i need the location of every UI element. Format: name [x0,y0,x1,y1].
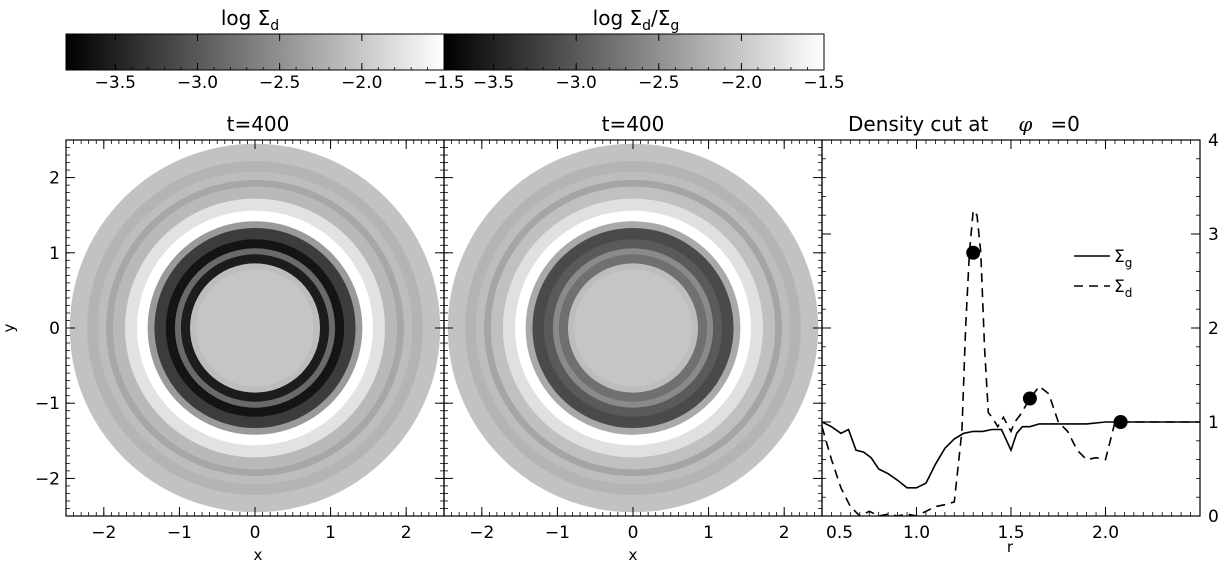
x-tick-label: −1 [545,523,570,543]
density-ring [196,269,314,387]
y-tick-label: 4 [1208,131,1219,151]
colorbar-2-gradient [443,33,825,71]
panel-3-ticks: 0.5 1.0 1.5 2.0 0 1 2 3 4 [821,131,1219,543]
x-tick-label: 1.0 [903,523,930,543]
y-tick-label: 1 [1208,413,1219,433]
panel-dust-density: t=400 −2 −1 0 1 2 −2 −1 0 1 2 x y [0,112,445,564]
panel-3-title: Density cut at φ =0 [848,112,1080,136]
colorbar-2-ticks: −3.5 −3.0 −2.5 −2.0 −1.5 [443,34,845,93]
colorbar-tick-label: −2.5 [638,73,679,93]
colorbar-tick-label: −2.0 [721,73,762,93]
y-tick-label: 2 [49,169,60,189]
panel-1-title: t=400 [227,112,290,136]
legend-gas-label: Σg [1114,247,1132,270]
panel-1-xlabel: x [254,546,263,564]
x-tick-label: 0 [628,523,639,543]
colorbar-1-gradient [65,33,445,71]
x-tick-label: 1 [703,523,714,543]
marker-dot [1022,391,1037,406]
colorbar-2-title: log Σd/Σg [593,6,680,34]
y-tick-label: −2 [35,469,60,489]
x-tick-label: 0.5 [826,523,853,543]
y-tick-label: 0 [49,319,60,339]
colorbar-tick-label: −1.5 [803,73,844,93]
panel-density-cut: Density cut at φ =0 0.5 1.0 1.5 2.0 0 1 2 3 4 r Σg… [821,112,1219,556]
legend-dust-label: Σd [1114,277,1132,300]
panel-2-ticks: −2 −1 0 1 2 [444,140,822,543]
panel-2-title: t=400 [602,112,665,136]
x-tick-label: −2 [91,523,116,543]
colorbar-dust-gas-ratio: log Σd/Σg −3.5 −3.0 −2.5 −2.0 −1.5 [443,6,845,93]
series-gas-line [822,421,1200,489]
y-tick-label: 0 [1208,507,1219,527]
series-dust-line [822,208,1200,516]
y-tick-label: 3 [1208,225,1219,245]
x-tick-label: 2 [401,523,412,543]
legend: Σg Σd [1074,247,1132,300]
y-tick-label: −1 [35,394,60,414]
x-tick-label: 2 [779,523,790,543]
panel-1-ticks: −2 −1 0 1 2 −2 −1 0 1 2 [35,140,444,543]
x-tick-label: 2.0 [1092,523,1119,543]
x-tick-label: −2 [469,523,494,543]
panel-dust-gas-ratio: t=400 −2 −1 0 1 2 x [443,112,823,564]
x-tick-label: 1.5 [997,523,1024,543]
x-tick-label: 0 [250,523,261,543]
colorbar-tick-label: −2.0 [341,73,382,93]
panel-3-frame [821,139,1201,517]
x-tick-label: 1 [325,523,336,543]
colorbar-1-ticks: −3.5 −3.0 −2.5 −2.0 −1.5 [65,34,465,93]
x-tick-label: −1 [167,523,192,543]
colorbar-dust-density: log Σd −3.5 −3.0 −2.5 −2.0 −1.5 [65,6,465,93]
panel-2-xlabel: x [629,546,638,564]
colorbar-tick-label: −2.5 [259,73,300,93]
markers [966,245,1128,429]
colorbar-tick-label: −3.0 [177,73,218,93]
marker-dot [1113,415,1128,429]
colorbar-tick-label: −3.0 [556,73,597,93]
colorbar-1-title: log Σd [221,6,279,34]
density-ring [574,269,692,387]
panel-3-xlabel: r [1007,538,1014,556]
panel-1-ylabel: y [0,323,18,332]
y-tick-label: 2 [1208,319,1219,339]
marker-dot [966,245,981,260]
panel-2-rings [447,143,819,513]
y-tick-label: 1 [49,244,60,264]
colorbar-tick-label: −1.5 [423,73,464,93]
colorbar-tick-label: −3.5 [95,73,136,93]
panel-1-rings [69,143,441,513]
colorbar-tick-label: −3.5 [473,73,514,93]
